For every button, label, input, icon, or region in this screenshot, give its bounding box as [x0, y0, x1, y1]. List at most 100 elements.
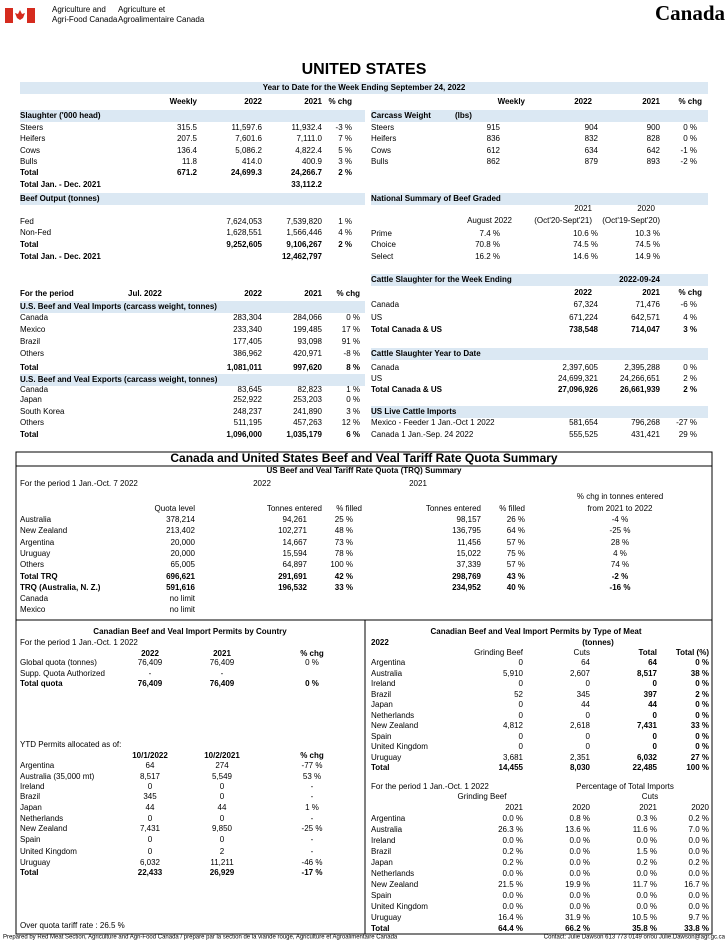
- cell: 57 %: [507, 560, 525, 569]
- cell: 82,823: [298, 385, 323, 394]
- cell: 5,549: [212, 772, 233, 781]
- cell: Tonnes entered: [426, 504, 481, 513]
- cell: 24,699,321: [558, 374, 599, 383]
- cell: -: [311, 814, 314, 823]
- section-bar: [20, 301, 365, 313]
- cell: 0 %: [695, 658, 709, 667]
- row-label: Argentina: [371, 814, 406, 823]
- cell: 75 %: [507, 549, 525, 558]
- cell: 7.0 %: [689, 825, 709, 834]
- cell: 345: [143, 792, 157, 801]
- section-label: Carcass Weight: [371, 111, 431, 120]
- cell: 0: [148, 835, 153, 844]
- cell: 28 %: [611, 538, 629, 547]
- row-label: Total Canada & US: [371, 385, 443, 394]
- cell: 0: [519, 742, 524, 751]
- page-title: UNITED STATES: [302, 61, 427, 78]
- cell: 0 %: [305, 658, 319, 667]
- row-label: Others: [20, 349, 44, 358]
- cell: 252,922: [233, 395, 262, 404]
- cell: 21.5 %: [498, 880, 523, 889]
- cell: 13.6 %: [565, 825, 590, 834]
- cell: 0: [220, 835, 225, 844]
- cell: 7,601.6: [235, 134, 262, 143]
- cell: 3 %: [338, 157, 352, 166]
- cell: 1 %: [338, 217, 352, 226]
- cell: 11,211: [210, 858, 234, 867]
- cell: 11.6 %: [633, 825, 657, 834]
- row-label: Total: [20, 430, 39, 439]
- row-label: Brazil: [20, 337, 40, 346]
- section-bar: [371, 110, 708, 122]
- cell: 74 %: [611, 560, 629, 569]
- row-label: Total Canada & US: [371, 325, 443, 334]
- cell: 10/2/2021: [204, 751, 240, 760]
- cell: 0: [148, 814, 153, 823]
- cell: -46 %: [302, 858, 323, 867]
- cell: -25 %: [302, 824, 323, 833]
- cell: 26 %: [507, 515, 525, 524]
- cell: 3 %: [346, 407, 360, 416]
- cell: 420,971: [293, 349, 322, 358]
- cell: 16.4 %: [498, 913, 523, 922]
- cell: 0: [653, 732, 658, 741]
- cell: 414.0: [242, 157, 263, 166]
- row-label: Bulls: [371, 157, 388, 166]
- section-label: 2022-09-24: [619, 275, 660, 284]
- cell: 0 %: [346, 313, 360, 322]
- cell: 6,032: [140, 858, 161, 867]
- section-label: U.S. Beef and Veal Exports (carcass weig…: [20, 375, 218, 384]
- cell: 9.7 %: [689, 913, 709, 922]
- row-label: Bulls: [20, 157, 37, 166]
- cell: 64,897: [283, 560, 308, 569]
- cell: 83,645: [238, 385, 263, 394]
- section-label: US Live Cattle Imports: [371, 407, 457, 416]
- row-label: Japan: [371, 700, 393, 709]
- cell: 94,261: [283, 515, 308, 524]
- cell: Total (%): [676, 648, 710, 657]
- cell: from 2021 to 2022: [588, 504, 653, 513]
- cell: -: [311, 847, 314, 856]
- section-bar: [371, 406, 708, 418]
- cell: 397: [644, 690, 658, 699]
- row-label: Ireland: [20, 782, 44, 791]
- cell: 0: [148, 782, 153, 791]
- cell: 16.2 %: [475, 252, 500, 261]
- cell: % filled: [499, 504, 525, 513]
- cell: 44: [648, 700, 657, 709]
- row-label: Japan: [371, 858, 393, 867]
- cell: 1 %: [305, 803, 319, 812]
- cell: 196,532: [278, 583, 307, 592]
- cell: 26,929: [210, 868, 235, 877]
- cell: 1,096,000: [226, 430, 262, 439]
- row-label: United Kingdom: [20, 847, 77, 856]
- cell: 12 %: [342, 418, 360, 427]
- flag-bar: [27, 8, 35, 23]
- row-label: Others: [20, 560, 44, 569]
- cell: 0: [519, 679, 524, 688]
- row-label: Steers: [20, 123, 43, 132]
- cell: 0: [586, 679, 591, 688]
- cell: -4 %: [612, 515, 628, 524]
- cell: 0: [220, 792, 225, 801]
- row-label: 2022: [371, 638, 389, 647]
- row-label: Uruguay: [20, 549, 50, 558]
- cell: Percentage of Total Imports: [576, 782, 674, 791]
- cell: 2021: [409, 479, 427, 488]
- trq-subtitle: US Beef and Veal Tariff Rate Quota (TRQ)…: [266, 466, 462, 475]
- cell: -17 %: [302, 868, 323, 877]
- row-label: Total TRQ: [20, 572, 58, 581]
- cell: -: [149, 669, 152, 678]
- cell: 0: [519, 711, 524, 720]
- cell: 0.0 %: [503, 902, 523, 911]
- row-label: For the period 1 Jan.-Oct. 7 2022: [20, 479, 138, 488]
- cell: 70.8 %: [475, 240, 500, 249]
- cell: 879: [585, 157, 599, 166]
- cell: 241,890: [293, 407, 322, 416]
- cell: 283,304: [233, 313, 262, 322]
- cell: 274: [215, 761, 229, 770]
- cell: 76,409: [138, 658, 163, 667]
- row-label: Ireland: [371, 679, 395, 688]
- cell: 136,795: [452, 526, 481, 535]
- cell: 0.0 %: [637, 869, 657, 878]
